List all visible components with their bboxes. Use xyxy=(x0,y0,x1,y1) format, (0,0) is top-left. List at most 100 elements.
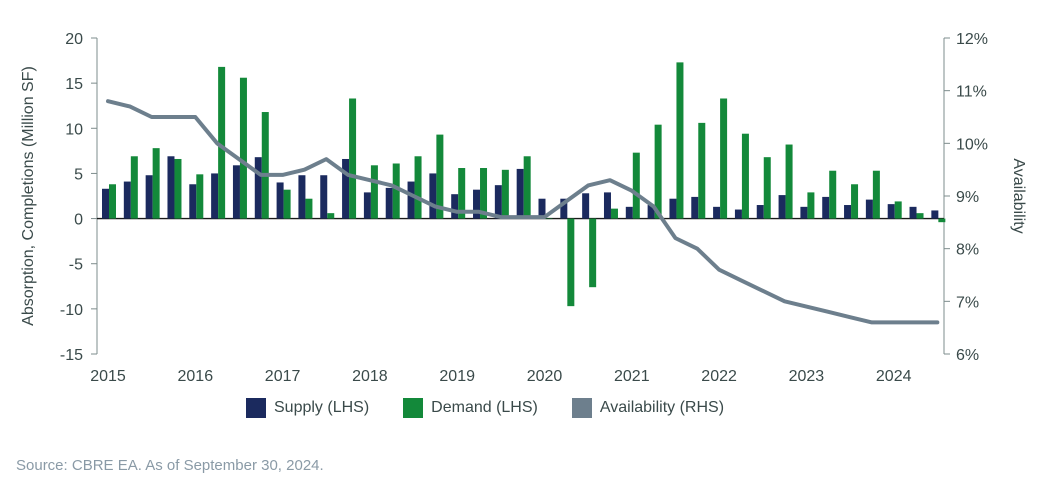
demand-bar xyxy=(349,98,357,219)
demand-bar xyxy=(283,189,291,219)
left-tick-label: 10 xyxy=(65,121,83,138)
supply-bar xyxy=(516,168,524,219)
legend-item-demand[interactable]: Demand (LHS) xyxy=(403,398,538,418)
supply-bar xyxy=(582,193,590,219)
demand-bar xyxy=(763,157,771,219)
supply-bar xyxy=(778,195,786,219)
x-tick-label: 2018 xyxy=(352,368,388,385)
demand-bar xyxy=(938,218,946,223)
x-tick-label: 2016 xyxy=(178,368,214,385)
supply-bar xyxy=(844,205,852,219)
demand-bar xyxy=(894,201,902,219)
supply-bar xyxy=(451,194,459,219)
demand-bar xyxy=(720,98,728,219)
demand-bar xyxy=(785,144,793,219)
x-tick-label: 2020 xyxy=(527,368,563,385)
demand-bar xyxy=(916,213,924,219)
demand-bar xyxy=(567,218,575,307)
demand-bar xyxy=(872,170,880,219)
left-tick-label: -15 xyxy=(60,347,83,364)
supply-bar xyxy=(189,184,197,219)
demand-bar xyxy=(174,158,182,219)
x-tick-label: 2024 xyxy=(876,368,912,385)
legend-label-availability: Availability (RHS) xyxy=(599,399,725,416)
x-tick-label: 2021 xyxy=(614,368,650,385)
legend-label-supply: Supply (LHS) xyxy=(274,399,370,416)
supply-bar xyxy=(123,181,131,219)
demand-bar xyxy=(218,66,226,219)
supply-bar xyxy=(494,185,502,219)
supply-bar xyxy=(603,192,611,219)
supply-bar xyxy=(560,198,568,219)
supply-bar xyxy=(407,181,415,219)
supply-bar xyxy=(931,210,939,219)
left-tick-label: -5 xyxy=(69,257,83,274)
left-tick-label: 5 xyxy=(74,166,83,183)
demand-bar xyxy=(654,124,662,219)
supply-bar xyxy=(254,157,262,219)
demand-bar xyxy=(370,165,378,219)
legend: Supply (LHS) Demand (LHS) Availability (… xyxy=(246,398,724,418)
supply-bar xyxy=(429,173,437,219)
legend-swatch-availability xyxy=(571,398,592,418)
demand-bar xyxy=(436,134,444,219)
demand-bar xyxy=(261,112,269,219)
supply-bar xyxy=(865,199,873,219)
supply-bar xyxy=(756,205,764,219)
right-tick-label: 11% xyxy=(956,84,987,101)
x-tick-label: 2022 xyxy=(701,368,737,385)
supply-bar xyxy=(647,205,655,219)
right-axis-title: Availability xyxy=(1010,158,1027,233)
legend-swatch-demand xyxy=(403,398,424,418)
supply-bar xyxy=(909,206,917,219)
demand-bar xyxy=(523,156,531,219)
availability-line xyxy=(106,99,940,325)
demand-bar xyxy=(109,184,116,219)
demand-bar xyxy=(130,156,138,219)
legend-label-demand: Demand (LHS) xyxy=(431,399,538,416)
demand-bar xyxy=(632,152,640,219)
right-tick-label: 10% xyxy=(956,136,988,153)
left-tick-label: -10 xyxy=(60,302,83,319)
x-tick-label: 2019 xyxy=(439,368,475,385)
demand-bar xyxy=(851,184,859,219)
demand-bar xyxy=(327,213,335,219)
right-tick-label: 12% xyxy=(956,31,988,48)
supply-bar xyxy=(145,175,153,219)
x-tick-label: 2015 xyxy=(90,368,126,385)
demand-bar xyxy=(698,122,706,219)
demand-bar xyxy=(480,168,488,219)
legend-swatch-supply xyxy=(246,398,266,418)
supply-bar xyxy=(342,158,350,219)
right-tick-label: 8% xyxy=(956,242,979,259)
supply-bar xyxy=(298,175,306,219)
supply-bar xyxy=(625,206,633,219)
demand-bar xyxy=(610,208,618,219)
demand-bar xyxy=(305,198,313,219)
legend-item-supply[interactable]: Supply (LHS) xyxy=(246,398,369,418)
x-tick-label: 2023 xyxy=(789,368,825,385)
demand-bar xyxy=(196,174,204,219)
legend-item-availability[interactable]: Availability (RHS) xyxy=(571,398,725,418)
supply-bar xyxy=(385,187,393,219)
demand-bar xyxy=(676,62,684,219)
supply-bar xyxy=(363,192,371,219)
demand-bar xyxy=(392,163,400,219)
left-tick-label: 20 xyxy=(65,31,83,48)
supply-bar xyxy=(473,189,481,219)
supply-bar xyxy=(669,198,677,219)
supply-bar xyxy=(734,209,742,219)
supply-bar xyxy=(691,196,699,219)
demand-bar xyxy=(741,133,749,219)
supply-bar xyxy=(887,204,895,219)
left-axis-title: Absorption, Completions (Million SF) xyxy=(20,66,37,326)
demand-bar xyxy=(152,148,160,219)
x-tick-label: 2017 xyxy=(265,368,301,385)
demand-bar xyxy=(545,218,553,220)
supply-bar xyxy=(211,173,219,219)
demand-bar xyxy=(458,168,466,219)
right-tick-label: 9% xyxy=(956,189,979,206)
supply-bar xyxy=(276,182,284,219)
left-tick-label: 0 xyxy=(74,212,83,229)
